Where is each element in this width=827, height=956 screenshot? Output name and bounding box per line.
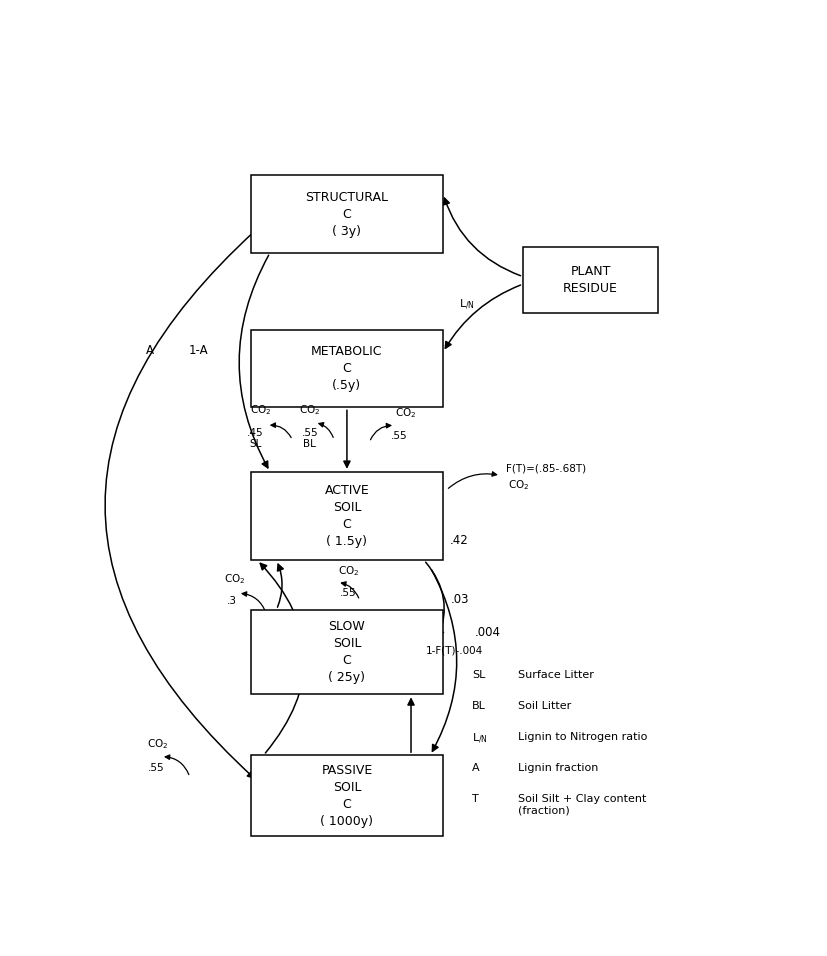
FancyBboxPatch shape xyxy=(251,610,443,694)
FancyBboxPatch shape xyxy=(251,471,443,560)
Text: .45: .45 xyxy=(247,427,264,438)
Text: Lignin to Nitrogen ratio: Lignin to Nitrogen ratio xyxy=(518,732,648,742)
Text: A: A xyxy=(146,344,154,357)
Text: CO$_2$: CO$_2$ xyxy=(395,406,417,421)
Text: .55: .55 xyxy=(301,427,318,438)
Text: Lignin fraction: Lignin fraction xyxy=(518,763,599,773)
Text: .55: .55 xyxy=(147,763,165,772)
Text: .004: .004 xyxy=(475,626,501,640)
FancyBboxPatch shape xyxy=(251,176,443,252)
Text: 1-A: 1-A xyxy=(189,344,208,357)
Text: Surface Litter: Surface Litter xyxy=(518,670,594,681)
Text: PASSIVE
SOIL
C
( 1000y): PASSIVE SOIL C ( 1000y) xyxy=(320,764,374,828)
Text: SLOW
SOIL
C
( 25y): SLOW SOIL C ( 25y) xyxy=(328,620,366,684)
Text: .55: .55 xyxy=(340,588,356,598)
FancyBboxPatch shape xyxy=(251,330,443,407)
Text: CO$_2$: CO$_2$ xyxy=(147,738,169,751)
Text: CO$_2$: CO$_2$ xyxy=(337,565,359,578)
Text: STRUCTURAL
C
( 3y): STRUCTURAL C ( 3y) xyxy=(305,190,389,238)
Text: METABOLIC
C
(.5y): METABOLIC C (.5y) xyxy=(311,345,383,392)
Text: SL: SL xyxy=(472,670,485,681)
Text: L$_{\mathregular{/N}}$: L$_{\mathregular{/N}}$ xyxy=(460,297,476,312)
Text: A: A xyxy=(472,763,480,773)
Text: .42: .42 xyxy=(450,533,468,547)
Text: Soil Litter: Soil Litter xyxy=(518,702,571,711)
FancyBboxPatch shape xyxy=(251,755,443,836)
Text: CO$_2$: CO$_2$ xyxy=(508,478,529,492)
Text: BL: BL xyxy=(304,439,316,448)
Text: Soil Silt + Clay content
(fraction): Soil Silt + Clay content (fraction) xyxy=(518,794,647,815)
Text: T: T xyxy=(472,794,479,804)
Text: 1-F(T)-.004: 1-F(T)-.004 xyxy=(426,645,483,656)
Text: ACTIVE
SOIL
C
( 1.5y): ACTIVE SOIL C ( 1.5y) xyxy=(324,484,370,548)
Text: .03: .03 xyxy=(451,593,470,605)
Text: L$_{\mathregular{/N}}$: L$_{\mathregular{/N}}$ xyxy=(472,732,488,747)
Text: CO$_2$: CO$_2$ xyxy=(224,572,246,586)
Text: .3: .3 xyxy=(227,596,237,605)
Text: F(T)=(.85-.68T): F(T)=(.85-.68T) xyxy=(505,463,586,473)
Text: SL: SL xyxy=(249,439,261,448)
Text: BL: BL xyxy=(472,702,485,711)
Text: CO$_2$: CO$_2$ xyxy=(299,402,320,417)
Text: CO$_2$: CO$_2$ xyxy=(250,402,271,417)
Text: .55: .55 xyxy=(391,431,408,442)
FancyBboxPatch shape xyxy=(523,248,657,314)
Text: PLANT
RESIDUE: PLANT RESIDUE xyxy=(563,266,618,295)
